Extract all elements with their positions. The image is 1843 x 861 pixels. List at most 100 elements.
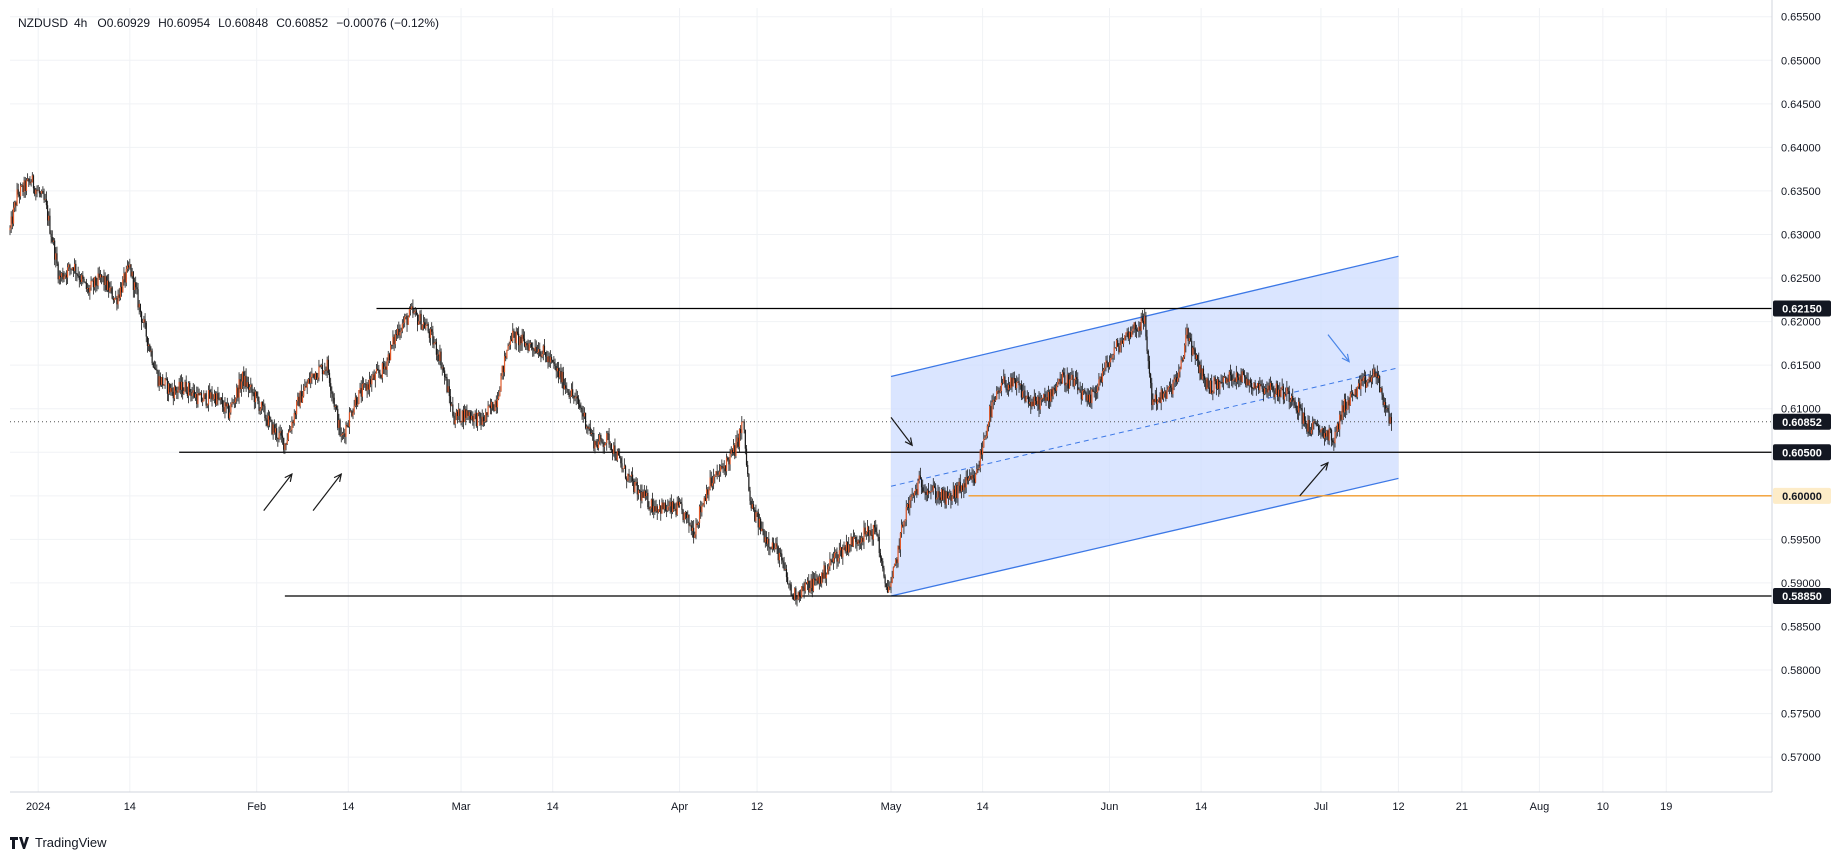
candle-body	[417, 314, 419, 325]
candle-body	[204, 393, 206, 395]
candle-body	[716, 471, 718, 475]
candle-body	[1075, 377, 1078, 380]
candle-body	[444, 370, 446, 378]
candle-body	[656, 506, 658, 513]
candle-body	[1282, 386, 1284, 400]
candle-body	[379, 373, 381, 375]
candle-body	[550, 357, 553, 360]
candle-body	[297, 396, 299, 402]
candle-body	[1159, 397, 1161, 403]
candle-body	[1184, 345, 1186, 357]
candle-body	[1269, 382, 1272, 391]
candle-body	[501, 365, 503, 376]
candle-body	[512, 330, 514, 342]
candle-body	[381, 363, 383, 378]
candle-body	[1135, 329, 1138, 331]
candle-body	[939, 497, 941, 501]
candle-body	[252, 392, 254, 394]
candle-body	[359, 388, 361, 391]
candle-body	[890, 582, 892, 587]
candle-body	[821, 572, 823, 584]
candle-body	[982, 447, 984, 455]
candle-body	[992, 399, 994, 403]
candle-body	[873, 524, 876, 528]
channel-fill	[891, 256, 1399, 596]
candle-body	[584, 412, 587, 429]
time-tick-label: May	[881, 801, 902, 813]
candle-body	[869, 530, 871, 536]
time-axis[interactable]: 2024 14 Feb 14 Mar 14 Apr 12 May 14 Jun 14 Jul 12 21 Au…	[10, 791, 1772, 813]
candle-body	[408, 309, 410, 318]
candle-body	[1204, 376, 1206, 380]
candle-body	[593, 433, 595, 449]
candle-body	[237, 387, 239, 398]
candle-body	[763, 530, 765, 543]
candle-body	[530, 343, 533, 348]
candle-body	[513, 330, 515, 332]
candle-body	[175, 386, 177, 391]
candle-body	[1001, 382, 1004, 384]
candle-body	[607, 433, 609, 435]
candle-body	[548, 356, 550, 363]
annotation-arrowhead	[284, 472, 293, 482]
candle-body	[935, 487, 937, 500]
candle-body	[848, 544, 850, 553]
time-tick-label: 21	[1456, 801, 1468, 813]
candle-body	[536, 352, 539, 354]
candle-body	[1115, 340, 1118, 348]
candle-body	[301, 396, 304, 403]
candle-body	[556, 368, 558, 372]
tradingview-logo[interactable]: TradingView	[10, 835, 107, 850]
candle-body	[549, 357, 551, 363]
candle-body	[1239, 375, 1241, 381]
candle-body	[486, 412, 488, 416]
candle-body	[362, 383, 365, 385]
candle-body	[315, 372, 318, 380]
candle-body	[64, 274, 66, 277]
candle-body	[62, 273, 64, 280]
candle-body	[662, 502, 664, 510]
candle-body	[210, 392, 212, 399]
candle-body	[1087, 394, 1089, 403]
candle-body	[970, 475, 972, 480]
candle-body	[340, 434, 342, 436]
candle-body	[1275, 383, 1277, 395]
candle-body	[1327, 430, 1329, 441]
candle-body	[742, 421, 744, 423]
candle-body	[702, 504, 704, 506]
candle-body	[37, 190, 39, 192]
candle-body	[273, 424, 275, 433]
candle-body	[1276, 383, 1279, 397]
candle-body	[352, 412, 354, 416]
candle-body	[650, 499, 652, 508]
price-axis[interactable]: 0.65500 0.65000 0.64500 0.64000 0.63500 0.630…	[1771, 0, 1821, 792]
candle-body	[775, 543, 777, 549]
candle-body	[594, 441, 596, 449]
candle-body	[675, 508, 677, 515]
candle-body	[1046, 397, 1048, 401]
candle-body	[1278, 389, 1280, 397]
candle-body	[1370, 377, 1373, 382]
candle-body	[1180, 359, 1182, 370]
candle-body	[855, 536, 857, 543]
candle-body	[1333, 442, 1335, 444]
candle-body	[111, 287, 113, 299]
candle-body	[767, 538, 769, 544]
candle-body	[1185, 334, 1187, 346]
candle-body	[896, 559, 898, 563]
candle-body	[561, 371, 563, 383]
candle-body	[200, 393, 203, 402]
candle-body	[1091, 389, 1093, 404]
candle-body	[946, 491, 948, 499]
candle-body	[1027, 395, 1030, 404]
candle-body	[92, 280, 95, 288]
candle-body	[458, 408, 460, 416]
candle-body	[279, 431, 281, 433]
candle-body	[466, 410, 468, 418]
candle-body	[439, 351, 441, 361]
candle-body	[641, 492, 643, 501]
candle-body	[916, 489, 918, 495]
candle-body	[627, 473, 629, 481]
